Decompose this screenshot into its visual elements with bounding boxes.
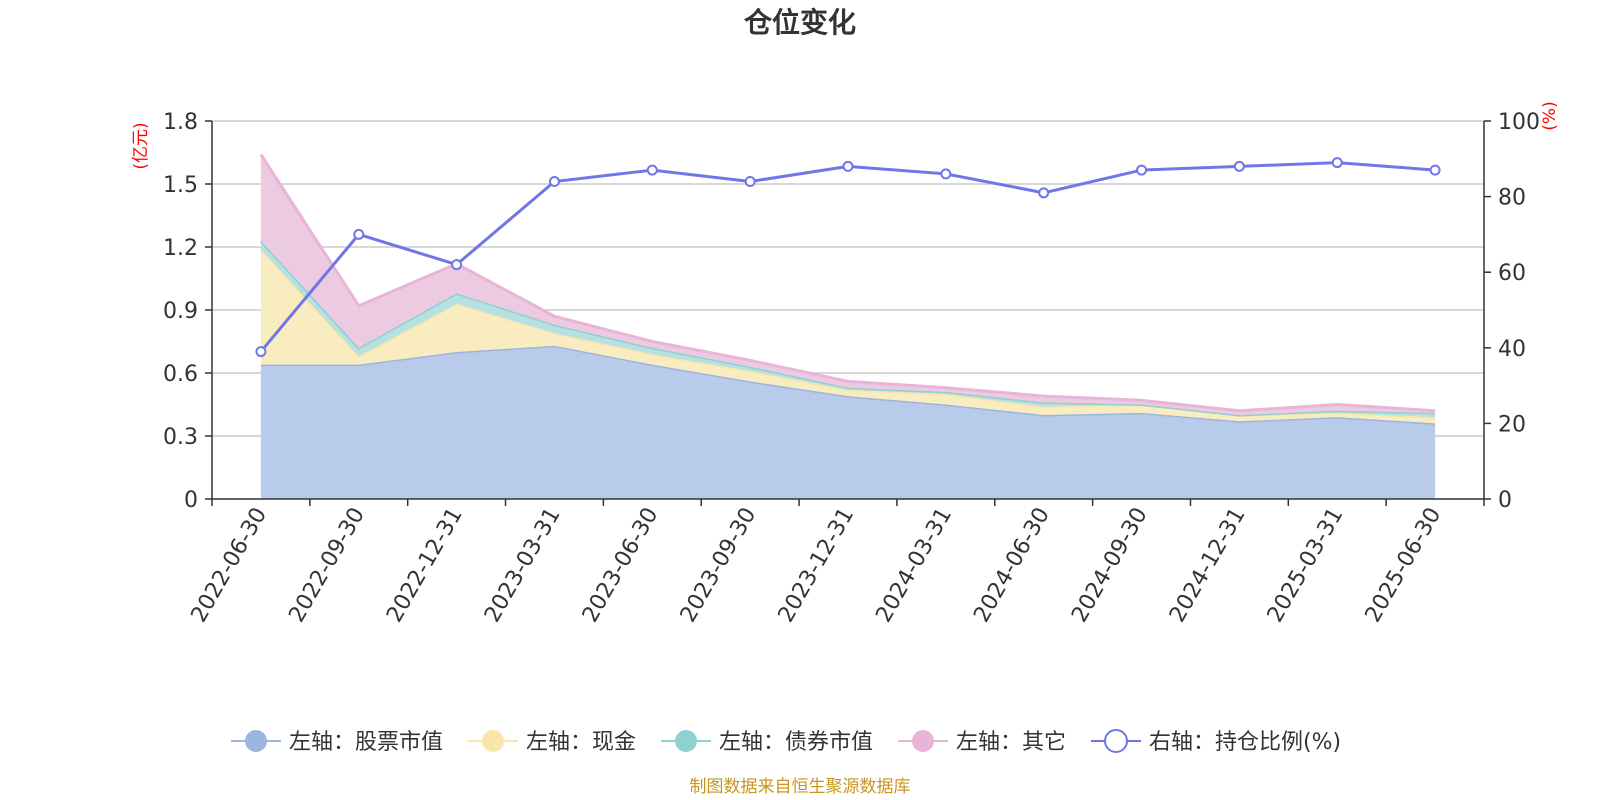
x-axis-tick-label: 2022-12-31 <box>382 503 468 626</box>
x-axis-tick-label: 2025-06-30 <box>1361 504 1447 627</box>
legend-circle-icon <box>245 730 267 752</box>
x-axis-tick-label: 2023-06-30 <box>578 504 664 627</box>
right-axis-tick-label: 20 <box>1498 412 1526 437</box>
legend-item: 左轴：股票市值 <box>231 730 443 755</box>
legend-label: 左轴：现金 <box>526 730 636 755</box>
left-axis-tick-label: 0.3 <box>163 425 198 450</box>
x-axis-tick-label: 2024-12-31 <box>1165 504 1251 627</box>
left-axis-tick-label: 1.5 <box>163 173 198 198</box>
ratio-point <box>842 160 854 172</box>
left-axis-tick-label: 0.6 <box>163 362 198 387</box>
ratio-point <box>940 168 952 180</box>
legend-label: 左轴：股票市值 <box>289 730 443 755</box>
left-axis-tick-label: 0 <box>184 488 198 513</box>
x-axis-tick-label: 2025-03-31 <box>1263 504 1349 627</box>
x-axis-tick-label: 2023-12-31 <box>774 504 860 627</box>
right-axis-tick-label: 40 <box>1498 337 1526 362</box>
left-axis-tick-label: 1.8 <box>163 110 198 135</box>
right-axis-unit: (%) <box>1540 101 1560 130</box>
legend: 左轴：股票市值 左轴：现金 左轴：债券市值 左轴：其它 右轴：持仓比例(%) <box>231 729 1341 755</box>
left-axis-tick-label: 1.2 <box>163 236 198 261</box>
legend-circle-icon <box>482 730 504 752</box>
area-fill <box>260 249 1436 424</box>
legend-item: 左轴：现金 <box>468 730 636 755</box>
legend-circle-icon <box>912 730 934 752</box>
right-axis-tick-label: 0 <box>1498 488 1512 513</box>
x-axis-tick-label: 2024-09-30 <box>1067 504 1153 627</box>
x-axis-tick-label: 2023-03-31 <box>480 504 566 627</box>
legend-label: 右轴：持仓比例(%) <box>1149 730 1341 755</box>
source-note: 制图数据来自恒生聚源数据库 <box>690 777 911 797</box>
ratio-point <box>1331 157 1343 169</box>
ratio-point <box>353 228 365 240</box>
x-axis-tick-label: 2024-03-31 <box>871 504 957 627</box>
ratio-point <box>1429 164 1441 176</box>
legend-item: 左轴：其它 <box>898 730 1066 755</box>
x-axis-tick-label: 2022-06-30 <box>187 504 273 627</box>
legend-label: 左轴：其它 <box>956 730 1066 755</box>
ratio-point <box>646 164 658 176</box>
ratio-point <box>451 259 463 271</box>
x-axis-tick-label: 2023-09-30 <box>676 504 762 627</box>
area-fill <box>260 345 1436 499</box>
right-axis-tick-label: 80 <box>1498 186 1526 211</box>
ratio-point <box>255 346 267 358</box>
right-axis-tick-label: 60 <box>1498 261 1526 286</box>
x-axis-tick-label: 2022-09-30 <box>284 504 370 627</box>
ratio-point <box>1136 164 1148 176</box>
ratio-point <box>1233 160 1245 172</box>
legend-circle-icon <box>1104 729 1128 753</box>
ratio-point <box>548 175 560 187</box>
right-axis-tick-label: 100 <box>1498 110 1540 135</box>
ratio-point <box>1038 187 1050 199</box>
legend-item: 左轴：债券市值 <box>661 730 873 755</box>
legend-circle-icon <box>675 730 697 752</box>
left-axis-unit: (亿元) <box>131 122 151 169</box>
left-axis-tick-label: 0.9 <box>163 299 198 324</box>
legend-label: 左轴：债券市值 <box>719 730 873 755</box>
x-axis-tick-label: 2024-06-30 <box>969 504 1055 627</box>
chart-title: 仓位变化 <box>744 6 856 39</box>
ratio-point <box>744 175 756 187</box>
ratio-line-layer <box>255 157 1441 358</box>
legend-item: 右轴：持仓比例(%) <box>1091 729 1341 755</box>
stacked-areas <box>259 153 1436 499</box>
